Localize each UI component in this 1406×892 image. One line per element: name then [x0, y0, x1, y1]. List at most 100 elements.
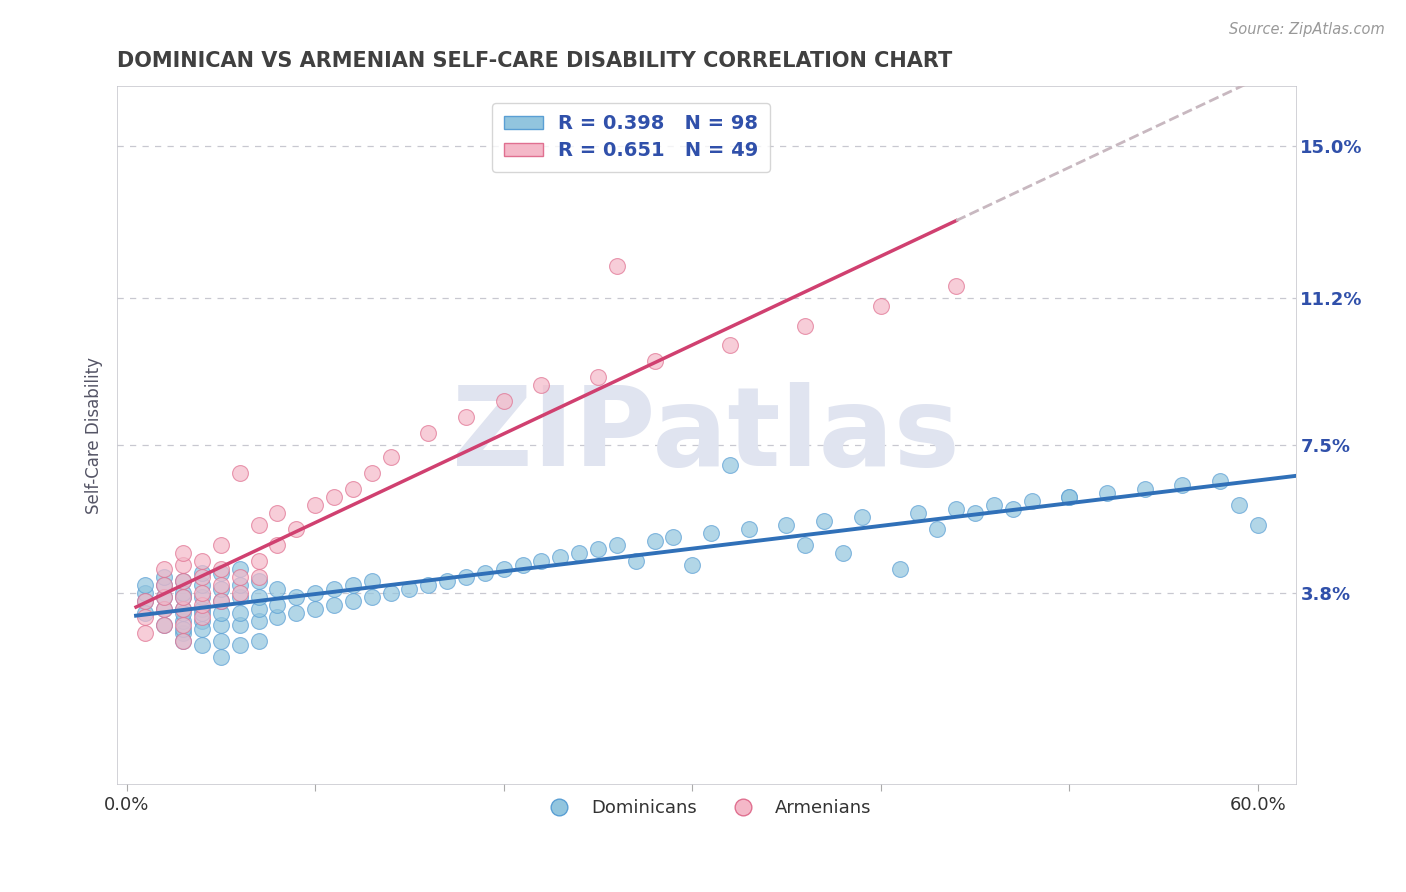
- Point: [323, 582, 346, 596]
- Point: [718, 338, 741, 352]
- Point: [794, 318, 817, 333]
- Point: [134, 610, 156, 624]
- Point: [229, 562, 252, 576]
- Point: [530, 554, 553, 568]
- Point: [436, 574, 458, 588]
- Point: [568, 546, 591, 560]
- Point: [172, 574, 194, 588]
- Point: [454, 570, 477, 584]
- Point: [229, 590, 252, 604]
- Point: [889, 562, 911, 576]
- Point: [172, 633, 194, 648]
- Point: [229, 570, 252, 584]
- Point: [512, 558, 534, 572]
- Point: [644, 534, 666, 549]
- Point: [172, 625, 194, 640]
- Point: [927, 522, 949, 536]
- Point: [794, 538, 817, 552]
- Point: [134, 594, 156, 608]
- Point: [945, 278, 967, 293]
- Point: [209, 649, 232, 664]
- Point: [360, 574, 382, 588]
- Point: [153, 602, 176, 616]
- Point: [1133, 482, 1156, 496]
- Point: [153, 578, 176, 592]
- Point: [229, 617, 252, 632]
- Point: [153, 578, 176, 592]
- Point: [172, 590, 194, 604]
- Point: [586, 370, 609, 384]
- Text: Source: ZipAtlas.com: Source: ZipAtlas.com: [1229, 22, 1385, 37]
- Text: DOMINICAN VS ARMENIAN SELF-CARE DISABILITY CORRELATION CHART: DOMINICAN VS ARMENIAN SELF-CARE DISABILI…: [117, 51, 952, 70]
- Point: [229, 606, 252, 620]
- Point: [907, 506, 929, 520]
- Point: [285, 606, 308, 620]
- Point: [775, 518, 797, 533]
- Point: [606, 259, 628, 273]
- Point: [963, 506, 986, 520]
- Point: [172, 574, 194, 588]
- Point: [530, 378, 553, 392]
- Point: [153, 590, 176, 604]
- Point: [209, 594, 232, 608]
- Point: [191, 614, 214, 628]
- Point: [285, 590, 308, 604]
- Point: [153, 570, 176, 584]
- Point: [945, 502, 967, 516]
- Point: [209, 633, 232, 648]
- Point: [247, 574, 270, 588]
- Point: [172, 546, 194, 560]
- Point: [153, 617, 176, 632]
- Point: [813, 514, 835, 528]
- Point: [172, 633, 194, 648]
- Point: [266, 506, 288, 520]
- Point: [153, 617, 176, 632]
- Point: [266, 582, 288, 596]
- Point: [454, 410, 477, 425]
- Point: [1095, 486, 1118, 500]
- Point: [323, 598, 346, 612]
- Point: [1059, 490, 1081, 504]
- Point: [191, 570, 214, 584]
- Point: [718, 458, 741, 473]
- Point: [1227, 498, 1250, 512]
- Point: [191, 606, 214, 620]
- Point: [1247, 518, 1270, 533]
- Point: [266, 610, 288, 624]
- Point: [191, 566, 214, 580]
- Point: [191, 598, 214, 612]
- Point: [153, 562, 176, 576]
- Point: [172, 590, 194, 604]
- Point: [586, 541, 609, 556]
- Point: [644, 354, 666, 368]
- Point: [191, 554, 214, 568]
- Point: [662, 530, 685, 544]
- Point: [191, 602, 214, 616]
- Point: [681, 558, 703, 572]
- Point: [247, 614, 270, 628]
- Y-axis label: Self-Care Disability: Self-Care Disability: [86, 357, 103, 514]
- Point: [172, 622, 194, 636]
- Point: [851, 510, 873, 524]
- Point: [209, 562, 232, 576]
- Point: [1209, 474, 1232, 488]
- Point: [360, 466, 382, 480]
- Point: [172, 606, 194, 620]
- Point: [1021, 494, 1043, 508]
- Point: [1001, 502, 1024, 516]
- Point: [285, 522, 308, 536]
- Point: [172, 602, 194, 616]
- Point: [229, 466, 252, 480]
- Point: [247, 518, 270, 533]
- Point: [247, 602, 270, 616]
- Point: [418, 426, 440, 441]
- Point: [191, 590, 214, 604]
- Point: [548, 549, 571, 564]
- Point: [191, 610, 214, 624]
- Point: [191, 586, 214, 600]
- Point: [266, 598, 288, 612]
- Point: [360, 590, 382, 604]
- Point: [398, 582, 420, 596]
- Point: [418, 578, 440, 592]
- Point: [153, 590, 176, 604]
